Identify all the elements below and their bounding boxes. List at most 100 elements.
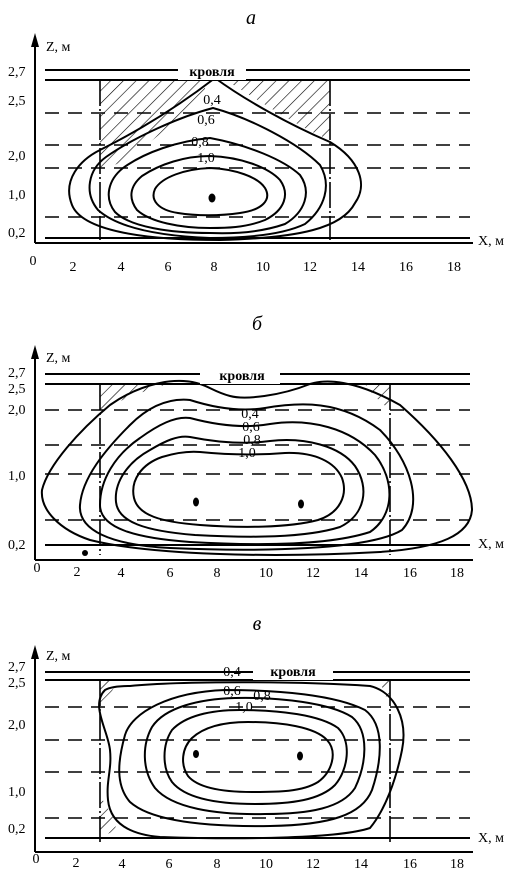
contour-label: 0,8 <box>253 689 271 704</box>
x-tick: 18 <box>450 566 464 581</box>
z-axis-label: Z, м <box>46 40 71 55</box>
x-tick: 2 <box>74 565 81 580</box>
x-tick: 14 <box>351 260 365 275</box>
x-tick: 12 <box>303 260 317 275</box>
z-tick: 2,7 <box>8 65 26 80</box>
x-ticks: 0 2 4 6 8 10 12 14 16 18 <box>34 561 465 581</box>
x-tick: 2 <box>73 856 80 871</box>
z-tick: 2,5 <box>8 676 26 691</box>
z-tick: 1,0 <box>8 469 26 484</box>
contour-1-0 <box>130 154 286 230</box>
contour-label: 0,6 <box>242 420 260 435</box>
z-tick: 2,5 <box>8 382 26 397</box>
x-tick: 6 <box>166 857 173 872</box>
panel-a: а кровля 0,4 0,6 0,8 1,0 Z, м <box>8 7 504 275</box>
roof-label: кровля <box>270 665 316 680</box>
x-tick: 12 <box>306 857 320 872</box>
z-axis-arrow <box>31 345 39 359</box>
x-tick: 16 <box>403 566 417 581</box>
x-tick: 18 <box>450 857 464 872</box>
hatched-region-left <box>100 384 168 412</box>
z-tick: 1,0 <box>8 785 26 800</box>
z-axis-label: Z, м <box>46 351 71 366</box>
contour-label: 0,8 <box>191 135 209 150</box>
contour-1-0 <box>163 708 348 806</box>
z-tick: 2,0 <box>8 403 26 418</box>
contour-inner <box>132 450 345 528</box>
x-tick: 6 <box>165 260 172 275</box>
x-tick: 10 <box>259 566 273 581</box>
x-axis-label: X, м <box>478 234 504 249</box>
z-tick: 1,0 <box>8 188 26 203</box>
contour-label: 0,4 <box>203 93 221 108</box>
source-point <box>193 750 199 758</box>
hatched-region-left <box>100 680 118 710</box>
contour-0-6 <box>78 398 415 551</box>
x-tick: 8 <box>211 260 218 275</box>
contour-0-4 <box>98 681 405 840</box>
x-ticks: 0 2 4 6 8 10 12 14 16 18 <box>33 852 465 872</box>
x-axis-label: X, м <box>478 831 504 846</box>
source-point <box>82 550 88 556</box>
roof-label: кровля <box>189 65 235 80</box>
z-tick: 0,2 <box>8 822 26 837</box>
x-tick: 16 <box>399 260 413 275</box>
x-tick: 8 <box>214 857 221 872</box>
source-point <box>298 499 304 509</box>
panel-c: в кровля 0,4 0,6 0,8 1,0 Z, м X, м 2,7 2… <box>8 613 504 872</box>
contour-label: 1,0 <box>197 151 215 166</box>
z-tick: 0,2 <box>8 226 26 241</box>
contour-label: 1,0 <box>238 446 256 461</box>
roof-label: кровля <box>219 369 265 384</box>
x-tick: 0 <box>30 254 37 269</box>
contour-0-6 <box>88 106 327 240</box>
z-tick: 2,5 <box>8 94 26 109</box>
x-tick: 4 <box>118 260 125 275</box>
contour-label: 0,6 <box>223 684 241 699</box>
contour-0-6 <box>118 688 381 828</box>
panel-b: б кровля 0,4 0,6 0,8 1,0 Z, м X, м 2,7 2… <box>8 313 504 581</box>
x-ticks: 0 2 4 6 8 10 12 14 16 18 <box>30 254 462 275</box>
x-tick: 0 <box>34 561 41 576</box>
contour-0-4 <box>68 76 362 242</box>
contour-0-8 <box>98 416 391 546</box>
source-point <box>297 751 303 761</box>
x-tick: 0 <box>33 852 40 867</box>
panel-letter: а <box>246 7 256 29</box>
contour-label: 0,4 <box>241 407 259 422</box>
contour-0-8 <box>107 136 307 235</box>
z-tick: 2,7 <box>8 660 26 675</box>
x-tick: 10 <box>256 260 270 275</box>
x-tick: 14 <box>354 857 368 872</box>
z-tick: 2,7 <box>8 366 26 381</box>
panel-letter: б <box>252 313 263 335</box>
z-axis-arrow <box>31 33 39 47</box>
contour-label: 0,8 <box>243 433 261 448</box>
panel-letter: в <box>253 613 262 635</box>
x-tick: 14 <box>354 566 368 581</box>
z-axis-arrow <box>31 645 39 659</box>
source-point <box>208 193 216 203</box>
contour-inner <box>152 166 269 217</box>
hatched-region-bottom <box>100 795 116 836</box>
contour-label: 0,6 <box>197 113 215 128</box>
x-tick: 6 <box>167 566 174 581</box>
z-tick: 2,0 <box>8 149 26 164</box>
x-tick: 10 <box>259 857 273 872</box>
source-point <box>193 497 199 507</box>
x-axis-label: X, м <box>478 537 504 552</box>
contour-0-4 <box>40 380 474 556</box>
contour-0-8 <box>143 696 366 816</box>
x-tick: 18 <box>447 260 461 275</box>
contour-1-0 <box>114 435 365 538</box>
x-tick: 4 <box>119 857 126 872</box>
contour-label: 1,0 <box>235 700 253 715</box>
z-tick: 2,0 <box>8 718 26 733</box>
hatched-region-right <box>226 80 330 140</box>
z-tick: 0,2 <box>8 538 26 553</box>
x-tick: 16 <box>403 857 417 872</box>
x-tick: 12 <box>306 566 320 581</box>
x-tick: 4 <box>118 566 125 581</box>
contour-label: 0,4 <box>223 665 241 680</box>
